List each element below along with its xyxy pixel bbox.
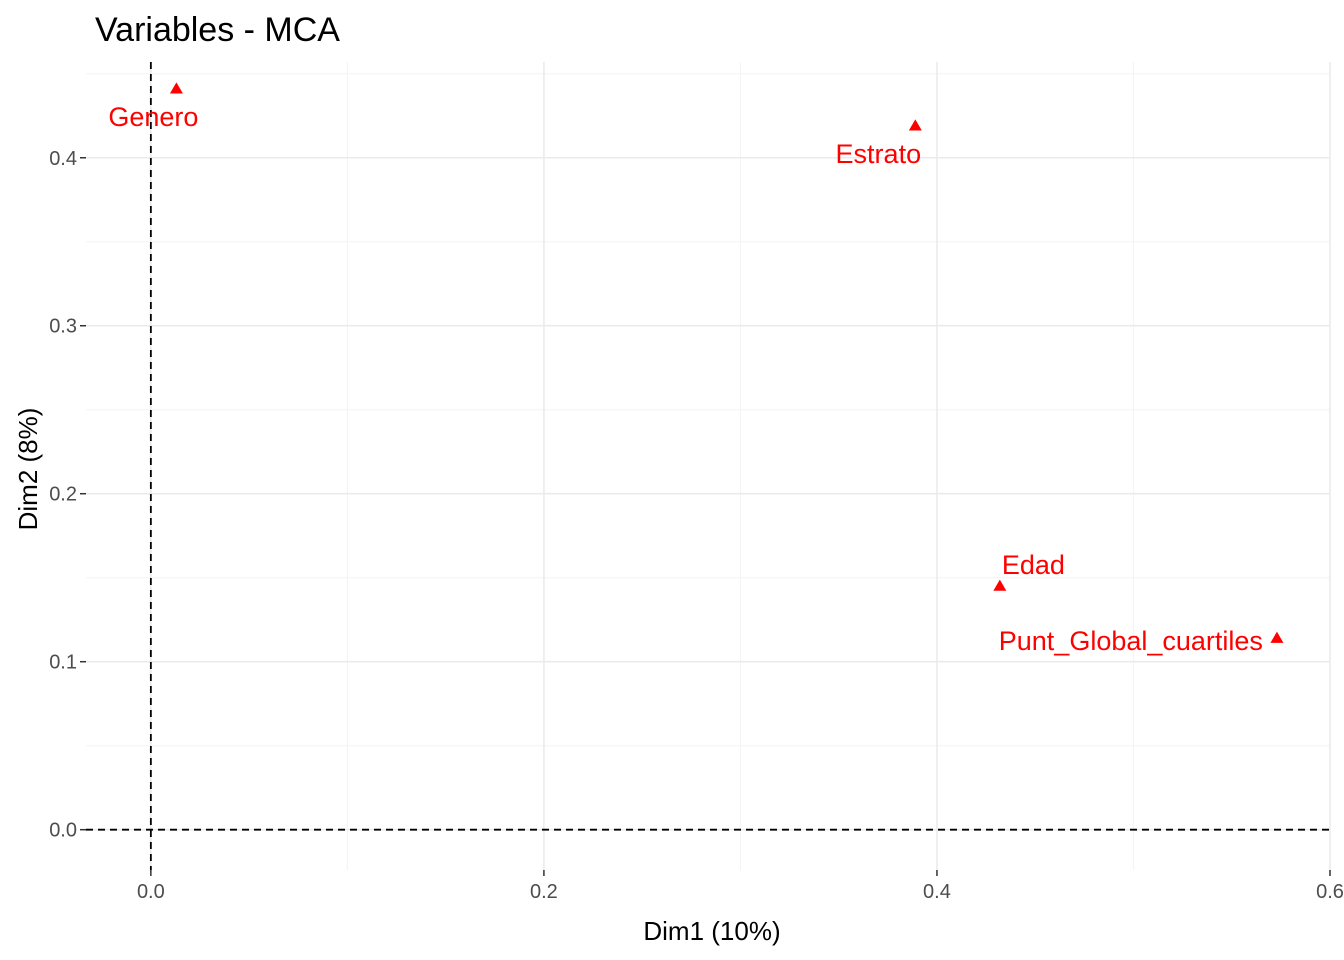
x-tick-label: 0.2 bbox=[530, 881, 558, 903]
x-tick-label: 0.0 bbox=[137, 881, 165, 903]
chart-title: Variables - MCA bbox=[95, 11, 340, 49]
point-labels: Genero Estrato Edad Punt_Global_cuartiles bbox=[108, 102, 1263, 656]
point-label-estrato: Estrato bbox=[836, 139, 922, 169]
grid bbox=[86, 62, 1331, 870]
point-punt-global-cuartiles bbox=[1270, 631, 1284, 643]
y-tick-label: 0.1 bbox=[49, 652, 77, 674]
y-axis: 0.0 0.1 0.2 0.3 0.4 bbox=[49, 148, 86, 842]
x-tick-label: 0.6 bbox=[1316, 881, 1344, 903]
y-axis-title: Dim2 (8%) bbox=[13, 408, 43, 531]
point-label-genero: Genero bbox=[108, 102, 198, 132]
point-label-edad: Edad bbox=[1002, 550, 1065, 580]
reference-lines bbox=[86, 62, 1330, 870]
x-tick-label: 0.4 bbox=[923, 881, 951, 903]
y-tick-label: 0.0 bbox=[49, 820, 77, 842]
data-points bbox=[169, 82, 1284, 643]
y-tick-label: 0.4 bbox=[49, 148, 77, 170]
x-axis: 0.0 0.2 0.4 0.6 bbox=[137, 870, 1344, 903]
point-genero bbox=[169, 82, 183, 94]
x-axis-title: Dim1 (10%) bbox=[643, 916, 780, 946]
y-tick-label: 0.3 bbox=[49, 316, 77, 338]
point-label-punt-global-cuartiles: Punt_Global_cuartiles bbox=[999, 626, 1263, 656]
y-tick-label: 0.2 bbox=[49, 484, 77, 506]
point-estrato bbox=[908, 119, 922, 131]
point-edad bbox=[993, 579, 1007, 591]
